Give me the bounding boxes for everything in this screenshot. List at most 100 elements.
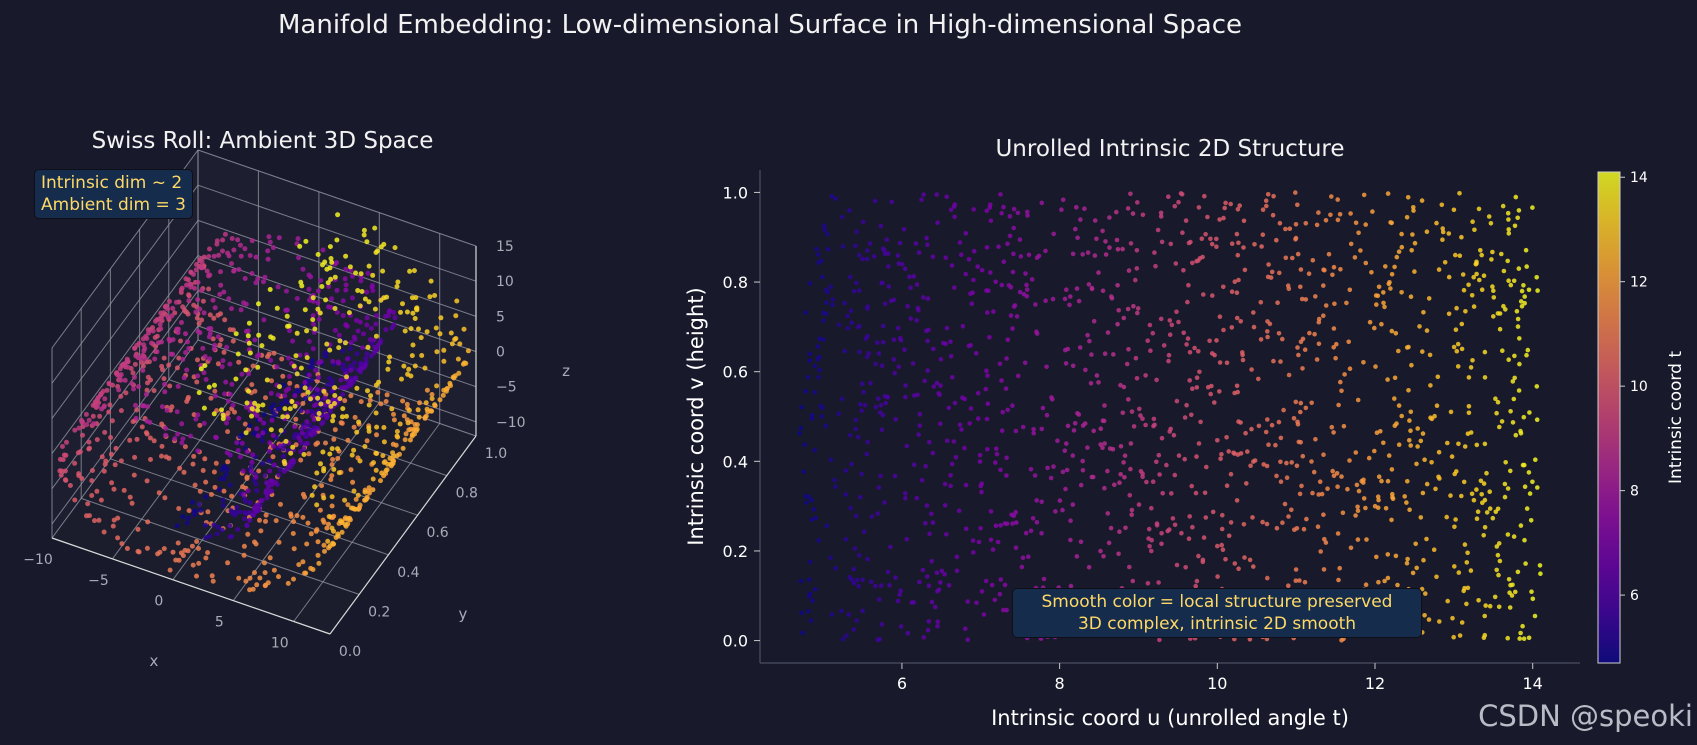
data-point xyxy=(921,192,926,197)
data-point xyxy=(162,389,168,395)
data-point xyxy=(1068,518,1073,523)
x-tick-label: 0 xyxy=(154,594,163,610)
data-point xyxy=(1407,507,1412,513)
data-point xyxy=(965,599,970,604)
data-point xyxy=(271,350,277,356)
data-point xyxy=(352,360,357,366)
data-point xyxy=(853,513,859,519)
data-point xyxy=(320,262,325,268)
data-point xyxy=(278,501,283,507)
data-point xyxy=(1134,376,1140,381)
data-point xyxy=(116,387,122,393)
data-point xyxy=(1436,449,1442,455)
data-point xyxy=(1495,506,1501,512)
data-point xyxy=(1087,338,1092,344)
data-point xyxy=(820,405,825,411)
data-point xyxy=(1508,282,1514,288)
data-point xyxy=(1117,529,1122,534)
data-point xyxy=(162,495,168,501)
data-point xyxy=(1232,279,1238,285)
data-point xyxy=(279,356,285,362)
data-point xyxy=(1471,497,1477,503)
data-point xyxy=(219,527,225,533)
data-point xyxy=(342,398,348,404)
data-point xyxy=(857,552,862,558)
data-point xyxy=(884,237,890,242)
data-point xyxy=(1331,473,1337,479)
data-point xyxy=(899,262,905,267)
data-point xyxy=(303,570,309,576)
data-point xyxy=(1217,389,1222,394)
data-point xyxy=(1428,415,1433,421)
data-point xyxy=(1115,321,1120,327)
data-point xyxy=(152,335,158,340)
data-point xyxy=(226,296,232,302)
data-point xyxy=(180,436,186,442)
data-point xyxy=(1313,294,1318,299)
data-point xyxy=(346,310,352,316)
data-point xyxy=(261,412,267,418)
data-point xyxy=(1503,460,1508,465)
data-point xyxy=(1439,202,1445,208)
data-point xyxy=(216,252,222,258)
data-point xyxy=(1375,293,1381,299)
data-point xyxy=(265,248,271,254)
data-point xyxy=(98,497,104,503)
data-point xyxy=(227,391,233,397)
data-point xyxy=(1167,527,1172,532)
data-point xyxy=(348,367,354,373)
data-point xyxy=(1328,212,1333,218)
data-point xyxy=(308,377,314,383)
data-point xyxy=(1226,533,1232,539)
data-point xyxy=(1184,402,1189,408)
data-point xyxy=(326,514,332,519)
data-point xyxy=(94,437,100,443)
data-point xyxy=(1209,351,1215,356)
data-point xyxy=(1505,258,1510,264)
data-point xyxy=(913,241,919,246)
data-point xyxy=(179,320,184,325)
data-point xyxy=(1475,509,1481,514)
data-point xyxy=(432,293,438,298)
data-point xyxy=(325,399,331,405)
data-point xyxy=(311,428,317,434)
data-point xyxy=(1186,282,1191,288)
data-point xyxy=(194,379,200,385)
data-point xyxy=(1366,455,1372,461)
data-point xyxy=(195,373,201,379)
data-point xyxy=(1526,287,1532,293)
data-point xyxy=(861,219,866,225)
data-point xyxy=(1164,462,1169,468)
data-point xyxy=(895,325,901,331)
data-point xyxy=(1193,490,1199,496)
data-point xyxy=(1271,358,1276,364)
data-point xyxy=(164,407,170,413)
data-point xyxy=(194,573,199,579)
data-point xyxy=(343,253,349,259)
data-point xyxy=(1265,192,1271,197)
data-point xyxy=(1340,510,1346,516)
data-point xyxy=(821,310,826,316)
data-point xyxy=(249,238,255,244)
data-point xyxy=(976,539,982,545)
data-point xyxy=(846,612,852,617)
data-point xyxy=(988,218,994,224)
data-point xyxy=(892,473,898,479)
data-point xyxy=(1321,512,1326,517)
data-point xyxy=(848,308,854,314)
data-point xyxy=(1534,384,1540,389)
data-point xyxy=(330,358,336,364)
data-point xyxy=(1296,352,1301,358)
data-point xyxy=(934,380,940,386)
data-point xyxy=(1265,417,1270,422)
data-point xyxy=(327,244,333,250)
data-point xyxy=(118,458,124,464)
data-point xyxy=(1534,275,1539,280)
data-point xyxy=(230,338,236,344)
data-point xyxy=(1197,255,1203,261)
data-point xyxy=(1521,283,1526,288)
grid-line xyxy=(81,497,360,595)
data-point xyxy=(242,421,248,427)
data-point xyxy=(218,282,224,288)
data-point xyxy=(291,519,296,525)
